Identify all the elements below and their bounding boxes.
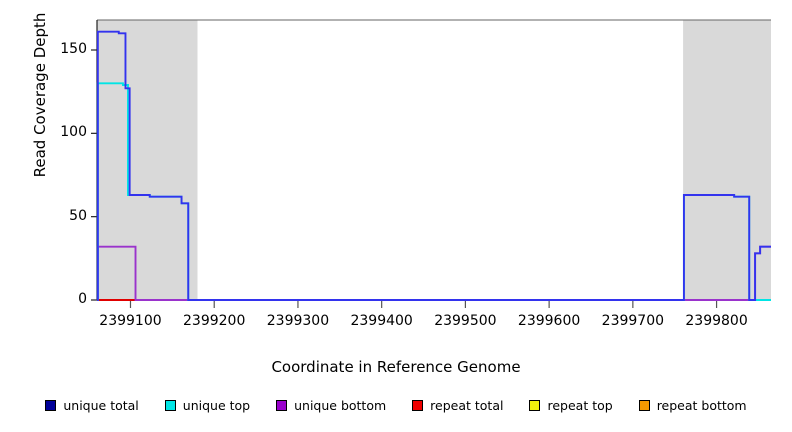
- legend-swatch-icon: [412, 400, 424, 411]
- x-tick-label-4: 2399500: [434, 313, 497, 329]
- y-tick-label-0: 0: [78, 291, 87, 307]
- legend-label: repeat total: [430, 398, 504, 413]
- legend-item-unique-top[interactable]: unique top: [164, 398, 251, 413]
- legend-item-repeat-top[interactable]: repeat top: [529, 398, 613, 413]
- x-tick-label-5: 2399600: [517, 313, 581, 329]
- legend-label: repeat bottom: [656, 398, 747, 413]
- x-tick-label-1: 2399200: [183, 313, 246, 329]
- chart-legend: unique total unique top unique bottom repea…: [0, 398, 792, 413]
- x-tick-label-6: 2399700: [601, 313, 665, 329]
- series-unique-top: [96, 82, 771, 301]
- y-tick-label-2: 100: [60, 124, 87, 141]
- x-tick-label-7: 2399800: [685, 313, 748, 329]
- legend-item-repeat-bottom[interactable]: repeat bottom: [638, 398, 747, 413]
- legend-swatch-icon: [529, 400, 541, 411]
- legend-item-repeat-total[interactable]: repeat total: [412, 398, 503, 413]
- shaded-region-1: [683, 20, 771, 300]
- legend-swatch-icon: [638, 400, 650, 411]
- legend-item-unique-total[interactable]: unique total: [45, 398, 139, 413]
- shaded-region-0: [97, 20, 198, 300]
- x-tick-label-0: 2399100: [99, 313, 162, 329]
- y-tick-label-1: 50: [69, 207, 87, 224]
- x-tick-label-3: 2399400: [350, 313, 413, 329]
- legend-label: unique bottom: [294, 398, 387, 413]
- y-tick-label-3: 150: [60, 41, 87, 57]
- legend-swatch-icon: [164, 400, 176, 411]
- legend-label: repeat top: [547, 398, 613, 413]
- legend-label: unique total: [63, 398, 139, 413]
- legend-swatch-icon: [276, 400, 288, 411]
- legend-item-unique-bottom[interactable]: unique bottom: [276, 398, 386, 413]
- series-unique-total: [96, 30, 771, 301]
- legend-swatch-icon: [45, 400, 57, 411]
- series-unique-bottom: [96, 245, 771, 301]
- x-tick-label-2: 2399300: [266, 313, 330, 329]
- legend-label: unique top: [182, 398, 251, 413]
- x-axis-label: Coordinate in Reference Genome: [271, 358, 521, 376]
